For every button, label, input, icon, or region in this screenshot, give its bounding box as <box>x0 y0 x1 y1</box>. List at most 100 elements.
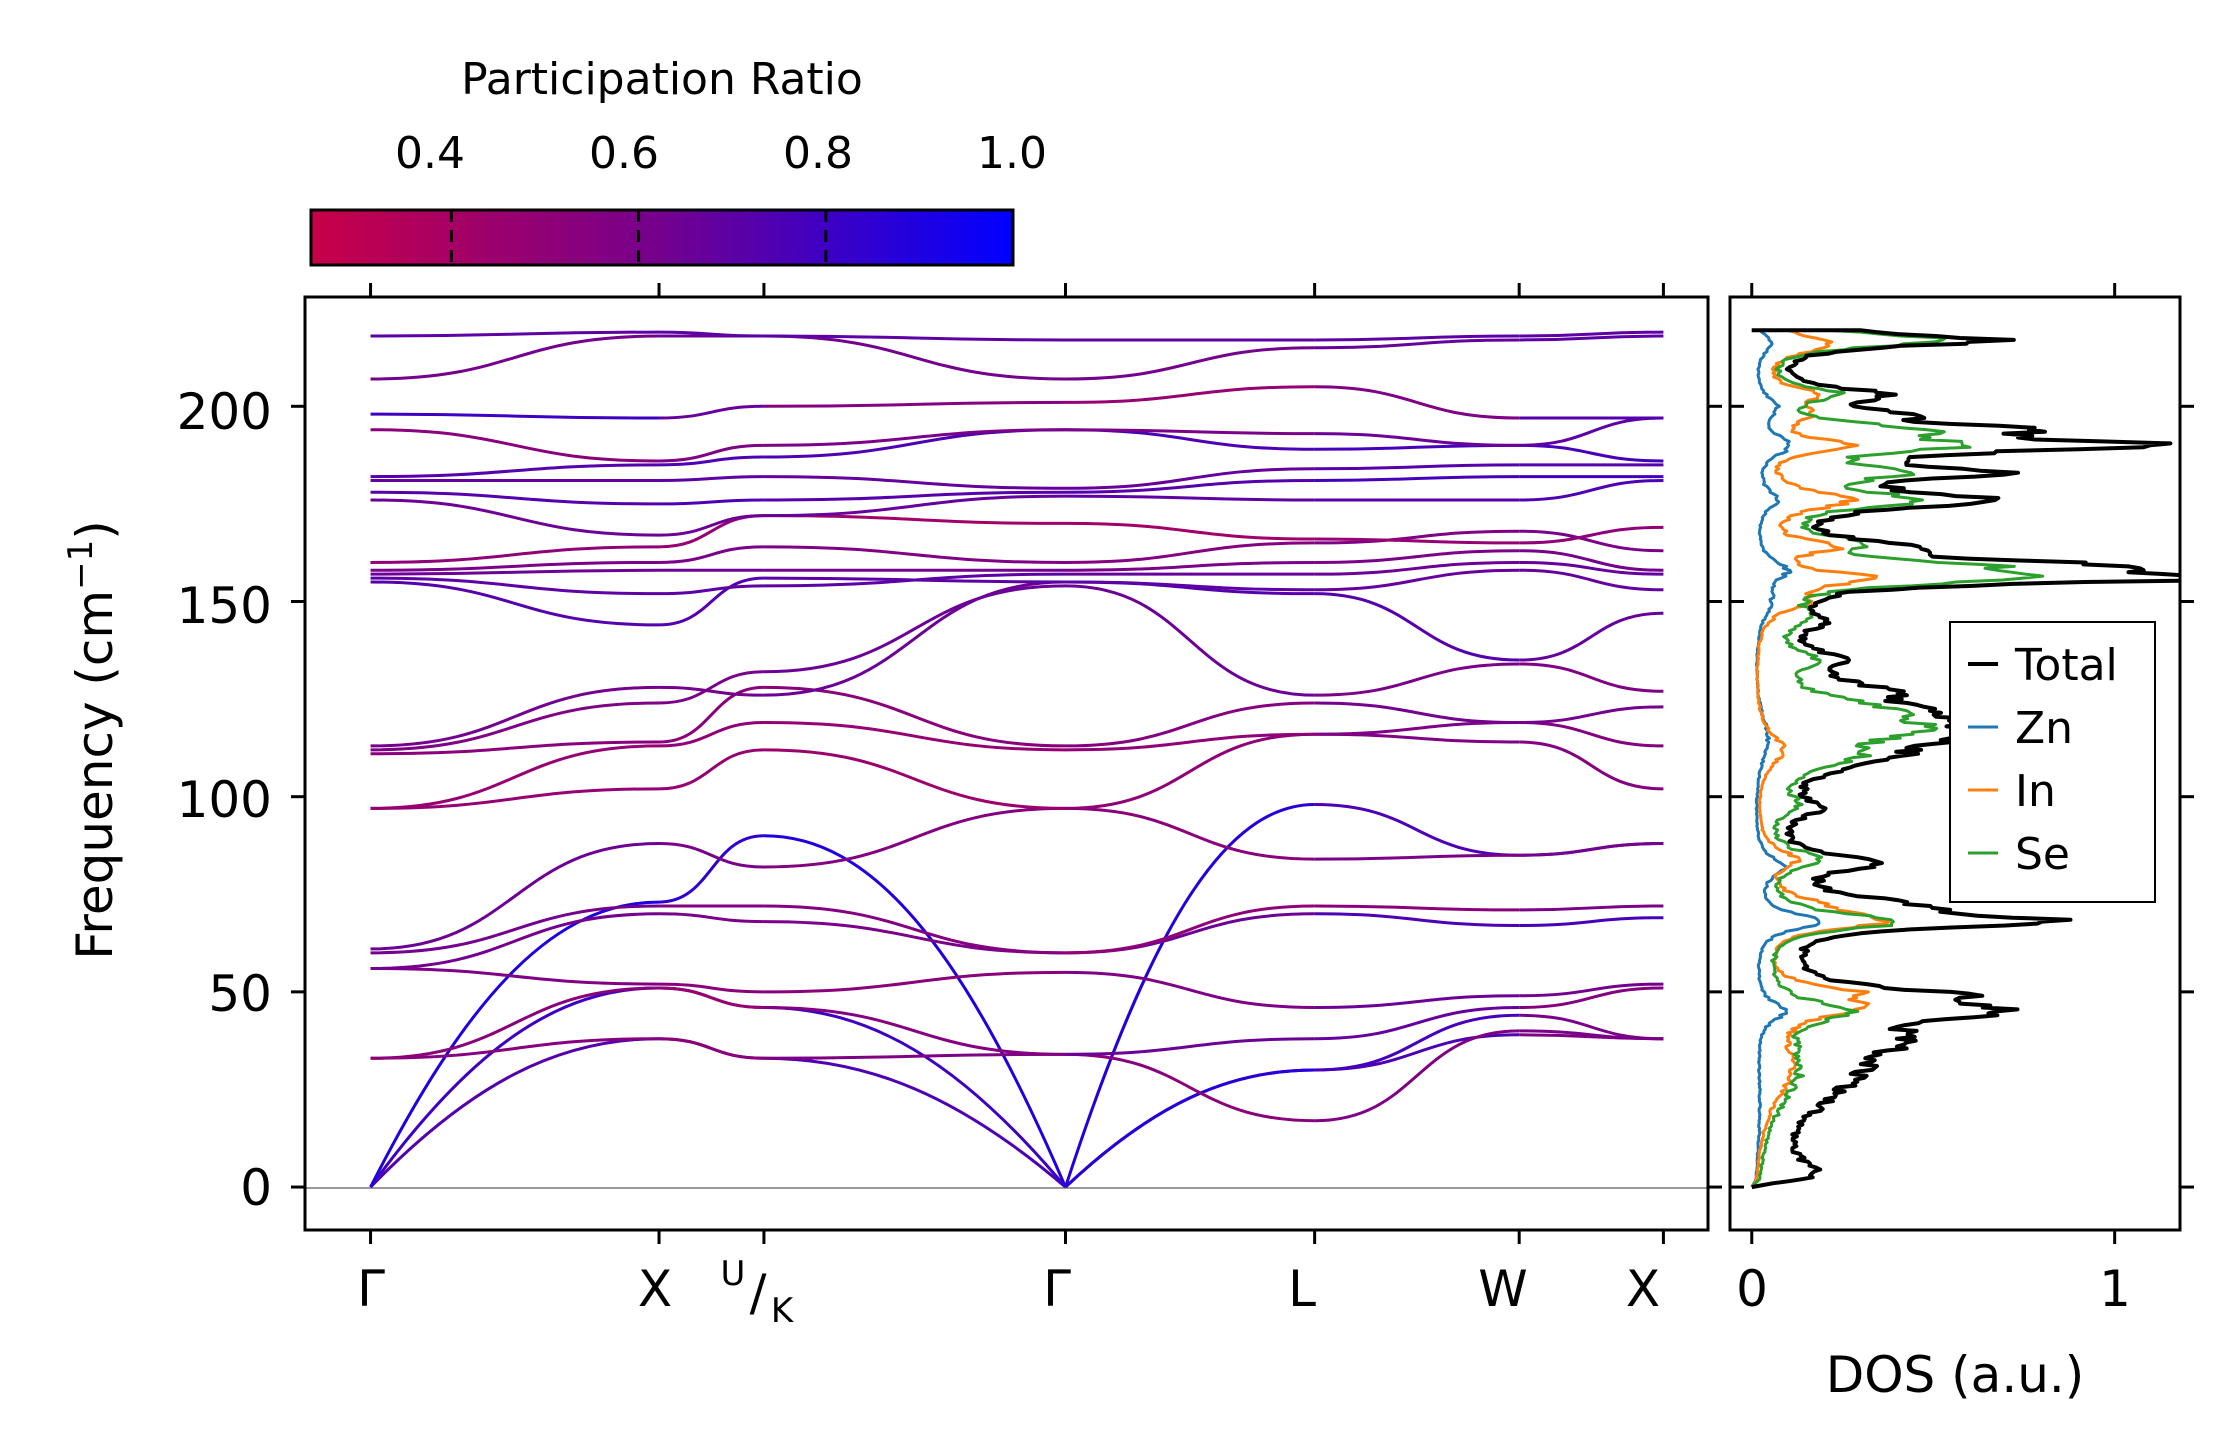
kpoint-label-x: X <box>638 1260 672 1318</box>
band-segment <box>1314 853 1520 861</box>
band-segment <box>370 701 660 752</box>
band-segment <box>763 494 1066 518</box>
band-segment <box>763 748 1066 810</box>
kpoint-label-x: X <box>1626 1260 1660 1318</box>
band-segment <box>763 545 1066 564</box>
band-segment <box>659 514 764 537</box>
band-segment <box>1314 994 1520 1009</box>
band-segment <box>1314 732 1520 744</box>
band-segment <box>1519 842 1664 857</box>
band-segment <box>370 334 660 381</box>
band-segment <box>1065 732 1315 752</box>
band-segment <box>763 334 1066 342</box>
band-segment <box>1065 346 1315 381</box>
band-segment <box>1519 529 1664 553</box>
band-segment <box>1065 580 1315 592</box>
band-segment <box>1065 541 1315 564</box>
band-segment <box>1065 560 1315 572</box>
band-segment <box>1519 916 1664 928</box>
dos-line-se <box>1750 328 2045 1189</box>
band-segment <box>763 580 1066 697</box>
band-segment <box>1314 1033 1520 1072</box>
y-tick-label: 0 <box>240 1159 272 1217</box>
kpoint-label-gamma: Γ <box>1043 1260 1071 1318</box>
band-segment <box>659 584 764 596</box>
band-segment <box>369 1037 660 1189</box>
band-segment <box>370 740 660 756</box>
band-segment <box>1065 467 1315 490</box>
band-segment <box>659 576 764 627</box>
band-structure-panel: 0 50 100 150 200 Frequency (cm−1) Γ X U … <box>61 283 1722 1331</box>
band-segment <box>1314 904 1520 912</box>
band-segment <box>763 572 1066 588</box>
colorbar: Participation Ratio 0.4 0.6 0.8 1.0 <box>309 54 1047 267</box>
band-segment <box>763 904 1066 955</box>
band-segment <box>370 428 660 463</box>
band-segment <box>763 920 1066 955</box>
band-segment <box>1065 1052 1315 1123</box>
band-segment <box>1519 611 1664 662</box>
band-segment <box>1065 385 1315 404</box>
band-segment <box>1519 721 1664 748</box>
band-segment <box>370 412 660 420</box>
dos-x-tick-label: 1 <box>2099 1260 2131 1318</box>
y-tick-label: 150 <box>177 577 272 635</box>
band-segment <box>1314 662 1520 697</box>
band-segment <box>659 912 764 924</box>
band-segment <box>659 443 764 463</box>
band-segment <box>1314 560 1520 576</box>
band-segment <box>659 455 764 467</box>
kpoint-label-gamma: Γ <box>357 1260 385 1318</box>
band-segment <box>659 545 764 564</box>
band-segment <box>370 744 660 810</box>
band-segment <box>1314 592 1520 662</box>
band-segment <box>1519 549 1664 572</box>
band-segment <box>1519 740 1664 791</box>
kpoint-label-l: L <box>1288 1260 1316 1318</box>
band-segment <box>1314 537 1520 545</box>
band-segment <box>1065 912 1315 955</box>
band-segment <box>763 1056 1067 1189</box>
band-segment <box>370 545 660 564</box>
legend-label-se: Se <box>2015 829 2070 880</box>
band-segment <box>1519 525 1664 545</box>
dos-legend: Total Zn In Se <box>1949 621 2156 903</box>
band-segment <box>1314 475 1520 482</box>
band-segment <box>763 475 1066 490</box>
band-segment <box>1314 385 1520 420</box>
kpoint-label-w: W <box>1478 1260 1527 1318</box>
band-segment <box>659 498 764 506</box>
band-segment <box>1314 529 1520 545</box>
band-segment <box>1314 338 1520 350</box>
dos-frame <box>1728 295 2182 1232</box>
band-segment <box>659 404 764 420</box>
band-segment <box>1314 1029 1520 1123</box>
band-segment <box>763 834 1067 1188</box>
band-segment <box>763 721 1066 752</box>
phonon-bands <box>369 330 1664 1189</box>
band-segment <box>763 1005 1067 1189</box>
band-segment <box>370 986 660 1060</box>
band-segment <box>370 576 660 596</box>
band-segment <box>1065 904 1315 955</box>
band-segment <box>1065 494 1315 502</box>
band-segment <box>1065 970 1315 1009</box>
band-segment <box>1065 732 1315 810</box>
dos-ticks <box>1730 283 2194 1244</box>
band-segment <box>370 787 660 810</box>
band-segment <box>1064 1068 1315 1189</box>
band-segment <box>1314 463 1520 471</box>
band-segment <box>1519 1029 1664 1041</box>
band-segment <box>370 490 660 506</box>
dos-panel: 0 1 DOS (a.u.) Total Zn In Se <box>1728 283 2194 1404</box>
band-segment <box>1519 330 1664 338</box>
band-segment <box>1065 806 1315 861</box>
band-segment <box>370 568 660 576</box>
legend-label-zn: Zn <box>2015 703 2073 754</box>
band-segment <box>1519 560 1664 576</box>
band-segment <box>763 584 1066 674</box>
band-segment <box>659 982 764 994</box>
kpoint-label-k: K <box>771 1291 795 1331</box>
band-segment <box>1519 443 1664 463</box>
